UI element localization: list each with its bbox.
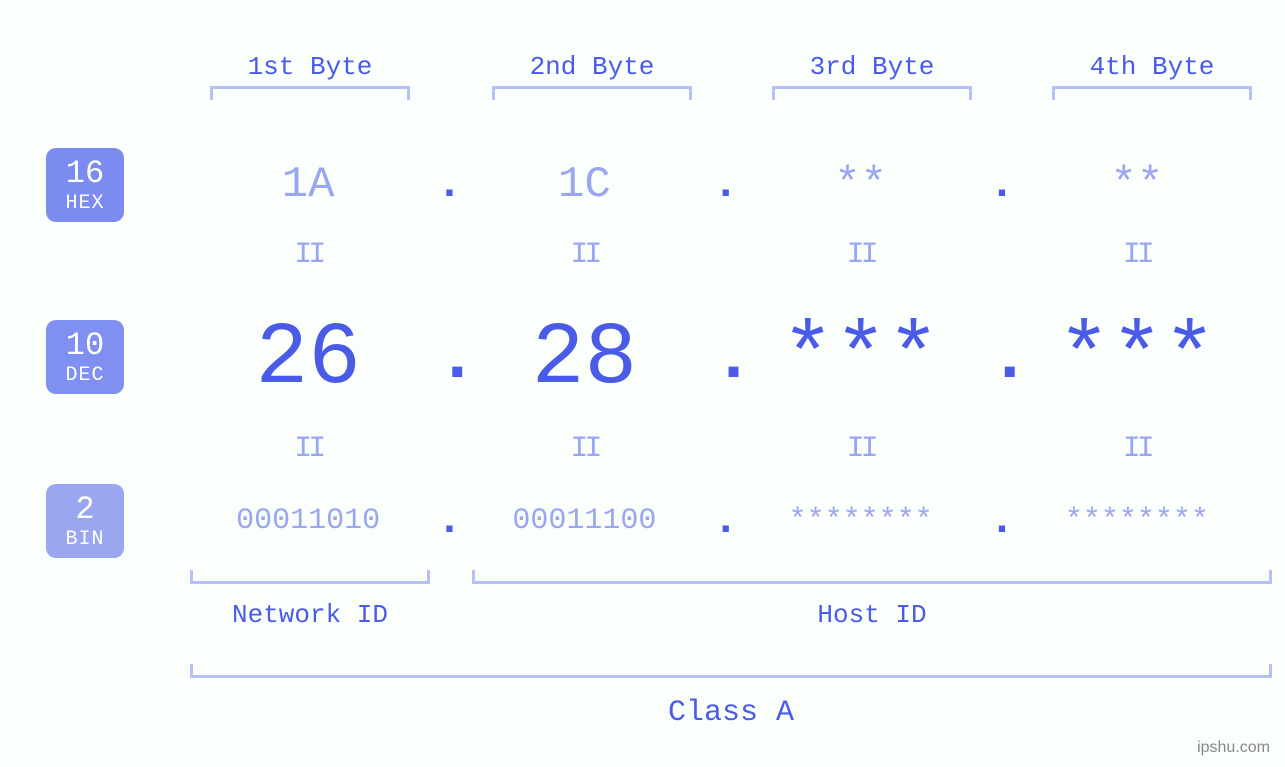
eq-1-1: II (180, 238, 436, 272)
bin-row: 00011010 . 00011100 . ******** . *******… (180, 496, 1265, 546)
header-byte-2: 2nd Byte (462, 52, 722, 82)
hex-row: 1A . 1C . ** . ** (180, 160, 1265, 210)
eq-1-2: II (456, 238, 712, 272)
dot-dec-1: . (436, 320, 456, 399)
dec-val-1: 26 (180, 310, 436, 409)
eq-row-2: II II II II (180, 432, 1265, 466)
header-byte-3: 3rd Byte (742, 52, 1002, 82)
dec-val-2: 28 (456, 310, 712, 409)
dot-hex-2: . (713, 160, 733, 210)
dec-row: 26 . 28 . *** . *** (180, 310, 1265, 409)
dot-bin-2: . (713, 496, 733, 546)
badge-bin-txt: BIN (46, 530, 124, 550)
bracket-host-id (472, 570, 1272, 584)
badge-hex: 16 HEX (46, 148, 124, 222)
bracket-class (190, 664, 1272, 678)
eq-2-1: II (180, 432, 436, 466)
dot-dec-2: . (713, 320, 733, 399)
dot-bin-3: . (989, 496, 1009, 546)
label-network-id: Network ID (180, 600, 440, 630)
bin-val-3: ******** (733, 504, 989, 538)
label-class: Class A (180, 696, 1282, 730)
badge-bin: 2 BIN (46, 484, 124, 558)
hex-val-4: ** (1009, 160, 1265, 210)
hex-val-2: 1C (456, 160, 712, 210)
hex-val-1: 1A (180, 160, 436, 210)
label-host-id: Host ID (462, 600, 1282, 630)
dot-dec-3: . (989, 320, 1009, 399)
bin-val-2: 00011100 (456, 504, 712, 538)
eq-row-1: II II II II (180, 238, 1265, 272)
eq-2-3: II (732, 432, 988, 466)
eq-2-4: II (1009, 432, 1265, 466)
hex-val-3: ** (733, 160, 989, 210)
dot-hex-3: . (989, 160, 1009, 210)
eq-2-2: II (456, 432, 712, 466)
bin-val-4: ******** (1009, 504, 1265, 538)
badge-dec: 10 DEC (46, 320, 124, 394)
badge-dec-num: 10 (46, 330, 124, 362)
dec-val-4: *** (1009, 310, 1265, 409)
badge-hex-num: 16 (46, 158, 124, 190)
dot-bin-1: . (436, 496, 456, 546)
badge-bin-num: 2 (46, 494, 124, 526)
badge-hex-txt: HEX (46, 194, 124, 214)
badge-dec-txt: DEC (46, 366, 124, 386)
bracket-top-2 (492, 86, 692, 100)
bracket-top-1 (210, 86, 410, 100)
bin-val-1: 00011010 (180, 504, 436, 538)
eq-1-3: II (732, 238, 988, 272)
dec-val-3: *** (733, 310, 989, 409)
header-byte-4: 4th Byte (1022, 52, 1282, 82)
header-byte-1: 1st Byte (180, 52, 440, 82)
bracket-top-4 (1052, 86, 1252, 100)
eq-1-4: II (1009, 238, 1265, 272)
dot-hex-1: . (436, 160, 456, 210)
bracket-top-3 (772, 86, 972, 100)
watermark: ipshu.com (1197, 739, 1270, 757)
bracket-network-id (190, 570, 430, 584)
